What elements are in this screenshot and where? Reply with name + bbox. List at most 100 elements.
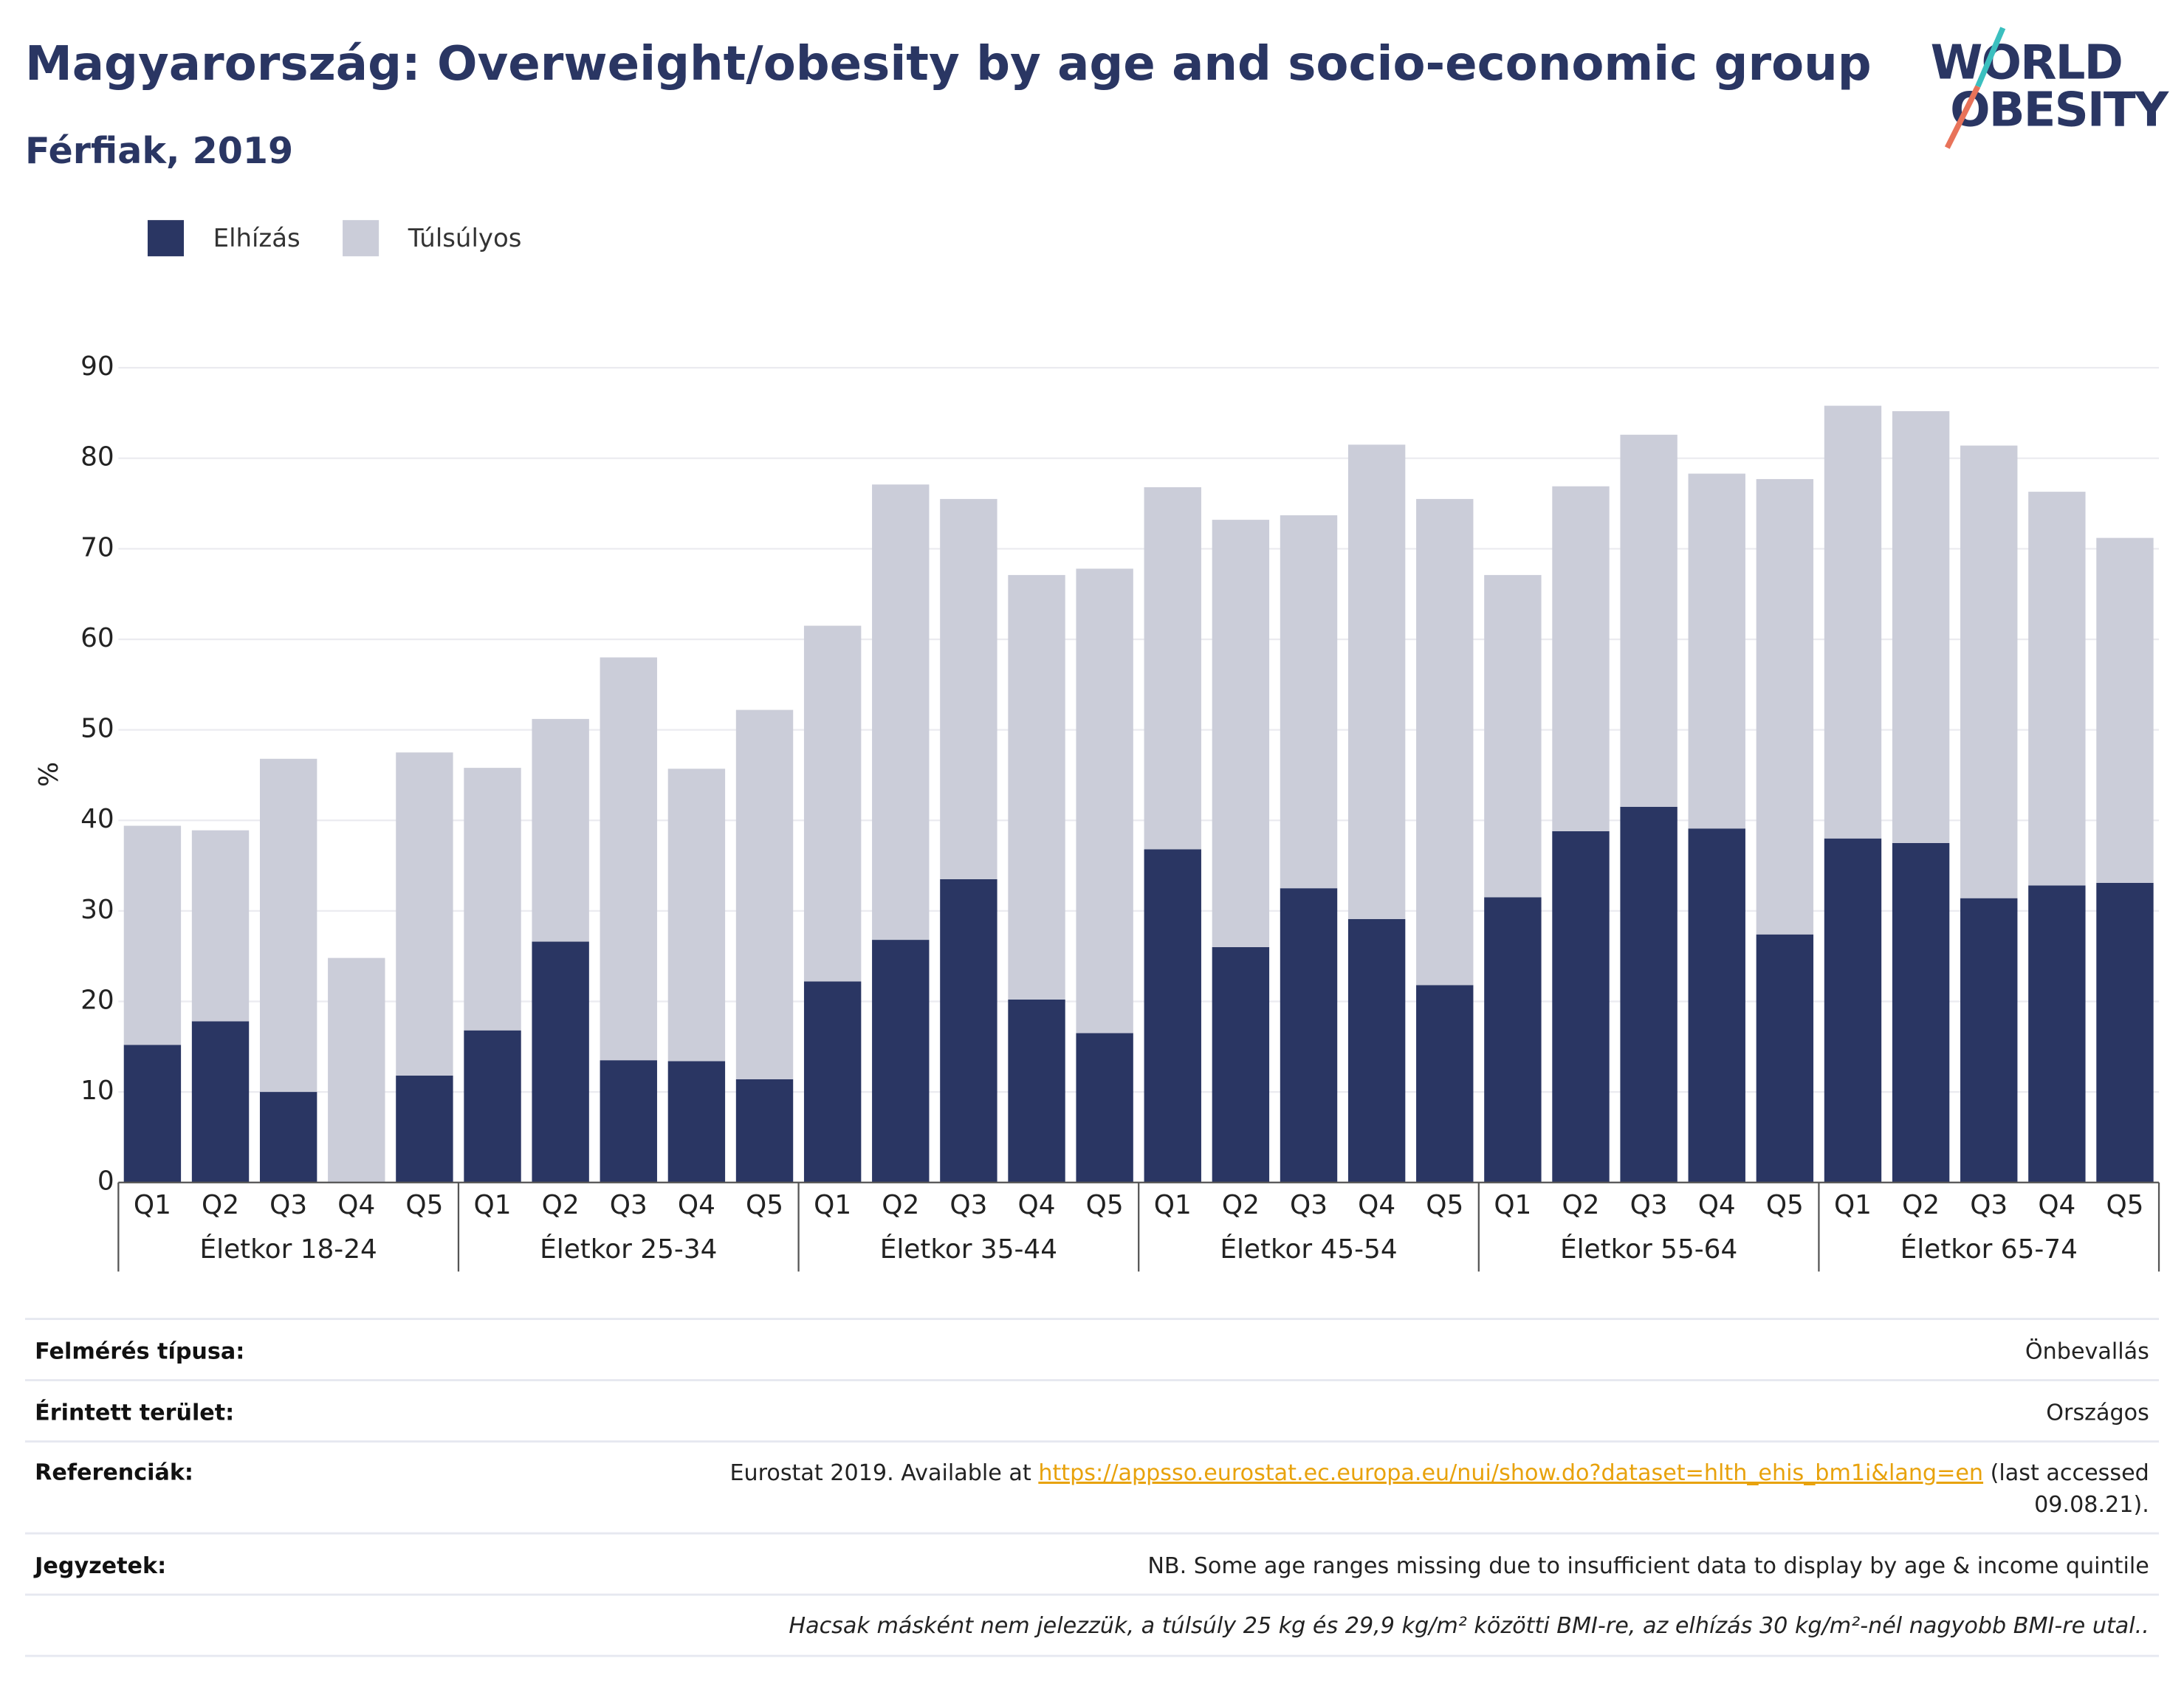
bar-segment: [464, 1030, 521, 1183]
bar-segment: [1416, 985, 1474, 1183]
bar-segment: [1892, 410, 1950, 843]
x-tick-label: Q3: [1970, 1190, 2008, 1220]
x-tick-label: Q2: [542, 1190, 580, 1220]
group-label: Életkor 45-54: [1220, 1234, 1397, 1265]
x-tick-label: Q3: [1290, 1190, 1328, 1220]
x-tick-label: Q5: [1766, 1190, 1804, 1220]
chart-title: Magyarország: Overweight/obesity by age …: [25, 36, 1872, 92]
bar-segment: [1688, 828, 1745, 1183]
bar-segment: [396, 752, 453, 1076]
bar-segment: [1347, 918, 1406, 1183]
logo-slash: [1944, 85, 1981, 149]
footer-note: Hacsak másként nem jelezzük, a túlsúly 2…: [789, 1613, 2149, 1639]
bar-segment: [1347, 444, 1406, 919]
x-tick-label: Q2: [1222, 1190, 1260, 1220]
group-label: Életkor 35-44: [880, 1234, 1057, 1265]
x-tick-label: Q5: [1426, 1190, 1463, 1220]
legend-label: Túlsúlyos: [408, 224, 522, 253]
bar-segment: [1620, 434, 1678, 807]
bar-segment: [1144, 849, 1201, 1183]
logo: WORLD OBESITY: [1931, 27, 2171, 149]
group-label: Életkor 18-24: [200, 1234, 377, 1265]
x-tick-label: Q2: [1562, 1190, 1599, 1220]
bar-segment: [1892, 842, 1950, 1183]
x-tick-label: Q3: [1630, 1190, 1668, 1220]
x-tick-label: Q1: [474, 1190, 512, 1220]
bar-segment: [1756, 934, 1814, 1183]
bar-segment: [600, 1060, 657, 1183]
chart-subtitle: Férfiak, 2019: [25, 129, 293, 172]
x-tick-label: Q5: [1086, 1190, 1124, 1220]
y-tick-label: 70: [80, 532, 114, 563]
bar-segment: [1280, 888, 1338, 1183]
bar-segment: [328, 957, 385, 1183]
x-tick-label: Q4: [1358, 1190, 1395, 1220]
x-tick-label: Q3: [610, 1190, 648, 1220]
bar-segment: [1008, 574, 1065, 1000]
bar-segment: [123, 1045, 182, 1183]
bar-segment: [735, 1079, 794, 1183]
bar-segment: [2096, 882, 2154, 1183]
footer-label: Jegyzetek:: [33, 1553, 166, 1579]
bar-segment: [1552, 831, 1610, 1183]
bar-segment: [1484, 897, 1542, 1183]
logo-text: WORLD: [1931, 35, 2122, 90]
bar-segment: [464, 768, 521, 1031]
bar-segment: [940, 879, 997, 1183]
legend-label: Elhízás: [213, 224, 301, 253]
bar-segment: [259, 758, 317, 1093]
footer-value: Országos: [2046, 1400, 2149, 1426]
bar-segment: [803, 981, 862, 1183]
bar-segment: [2028, 492, 2086, 886]
bar-segment: [532, 718, 589, 942]
legend-swatch: [147, 220, 185, 257]
bar-segment: [600, 657, 657, 1061]
footer-label: Felmérés típusa:: [35, 1338, 244, 1364]
x-tick-label: Q4: [678, 1190, 715, 1220]
bar-segment: [1960, 445, 2018, 898]
y-tick-label: 80: [80, 442, 114, 472]
bar-segment: [872, 940, 930, 1183]
x-tick-label: Q1: [1494, 1190, 1531, 1220]
bar-segment: [1552, 486, 1610, 831]
x-tick-label: Q4: [337, 1190, 375, 1220]
bar-segment: [667, 769, 726, 1062]
reference-text: Eurostat 2019. Available at: [729, 1460, 1038, 1485]
group-label: Életkor 25-34: [540, 1234, 717, 1265]
x-tick-label: Q4: [2038, 1190, 2075, 1220]
footer-value: NB. Some age ranges missing due to insuf…: [1147, 1553, 2149, 1579]
bar-segment: [396, 1076, 453, 1183]
bar-segment: [872, 484, 930, 941]
bar-segment: [1824, 838, 1882, 1183]
bar-segment: [1484, 574, 1542, 898]
bar-segment: [1620, 806, 1678, 1183]
reference-text: (last accessed: [1983, 1460, 2149, 1485]
x-tick-label: Q1: [814, 1190, 851, 1220]
legend-swatch: [343, 220, 380, 257]
bar-segment: [1824, 405, 1882, 839]
x-tick-label: Q5: [2106, 1190, 2143, 1220]
x-tick-label: Q5: [405, 1190, 443, 1220]
bar-segment: [191, 1021, 250, 1183]
bar-segment: [1076, 1033, 1133, 1183]
bar-segment: [191, 830, 250, 1022]
bar-segment: [1416, 498, 1474, 986]
x-tick-label: Q1: [1834, 1190, 1872, 1220]
x-tick-label: Q2: [202, 1190, 239, 1220]
x-tick-label: Q1: [134, 1190, 171, 1220]
reference-link[interactable]: https://appsso.eurostat.ec.europa.eu/nui…: [1038, 1460, 1983, 1485]
bar-segment: [1280, 515, 1338, 889]
x-tick-label: Q1: [1154, 1190, 1192, 1220]
bar-segment: [735, 709, 794, 1079]
bar-segment: [259, 1092, 317, 1183]
bar-segment: [1076, 568, 1133, 1034]
x-tick-label: Q5: [746, 1190, 783, 1220]
footer-reference: Eurostat 2019. Available at https://apps…: [729, 1460, 2149, 1485]
x-tick-label: Q2: [882, 1190, 919, 1220]
bar-segment: [1144, 487, 1201, 850]
y-tick-label: 40: [80, 804, 114, 834]
footer-label: Érintett terület:: [35, 1399, 234, 1426]
bar-segment: [1756, 478, 1814, 935]
x-tick-label: Q2: [1902, 1190, 1940, 1220]
